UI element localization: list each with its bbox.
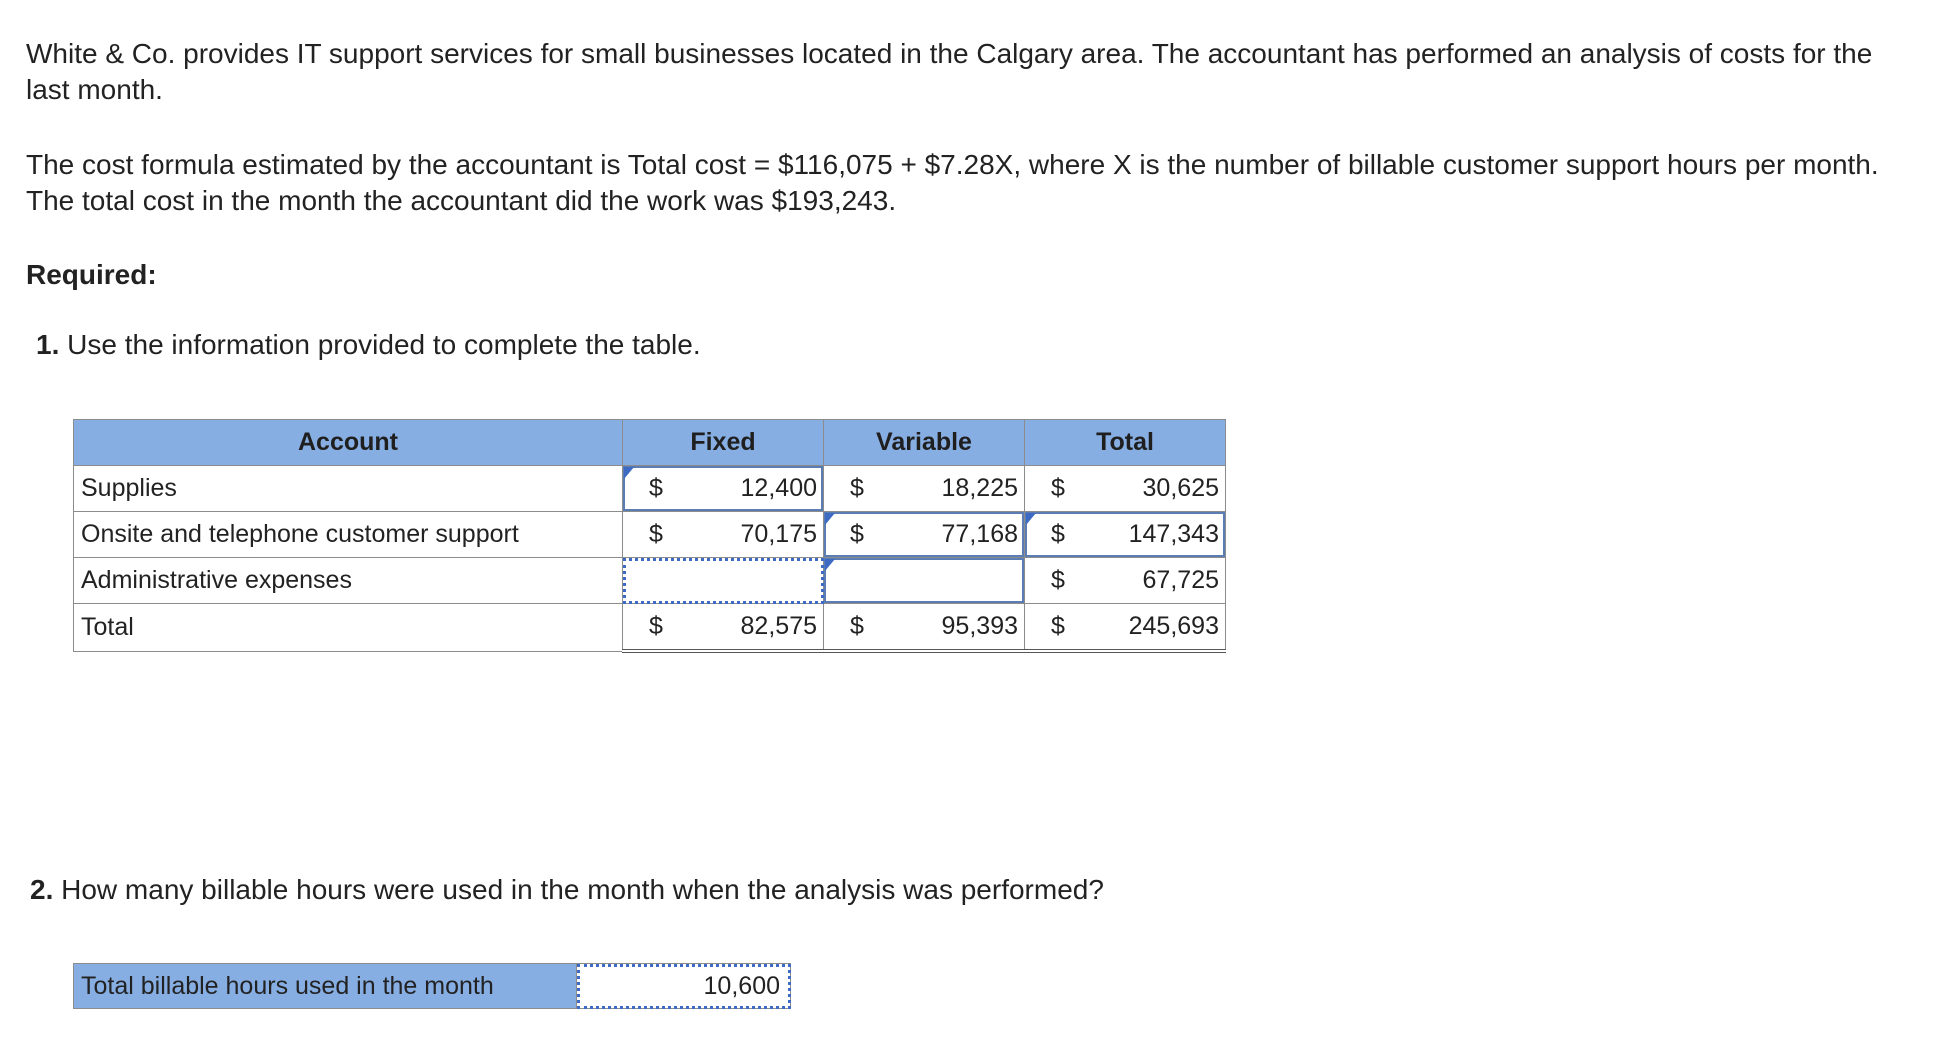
supplies-total-value: 30,625 — [1142, 474, 1219, 502]
onsite-variable-input[interactable]: $77,168 — [823, 511, 1025, 558]
admin-fixed-input[interactable] — [622, 557, 824, 604]
onsite-total-value: 147,343 — [1128, 520, 1219, 548]
billable-hours-input[interactable]: 10,600 — [576, 963, 791, 1009]
question-2-number: 2. — [30, 874, 54, 905]
onsite-fixed-value: 70,175 — [740, 520, 817, 548]
total-variable-cell: $95,393 — [823, 603, 1025, 653]
table-row-total: Total $82,575 $95,393 $245,693 — [73, 603, 1226, 653]
total-fixed-value: 82,575 — [740, 612, 817, 640]
question-2-text: How many billable hours were used in the… — [61, 874, 1104, 905]
account-cell: Administrative expenses — [73, 557, 623, 604]
question-1-number: 1. — [36, 329, 60, 360]
header-total: Total — [1024, 419, 1226, 466]
onsite-total-input[interactable]: $147,343 — [1024, 511, 1226, 558]
formula-paragraph: The cost formula estimated by the accoun… — [26, 149, 1879, 216]
currency-symbol: $ — [1051, 520, 1065, 548]
question-1-text: Use the information provided to complete… — [67, 329, 701, 360]
admin-total-cell: $67,725 — [1024, 557, 1226, 604]
currency-symbol: $ — [1051, 566, 1065, 594]
currency-symbol: $ — [649, 474, 663, 502]
account-cell: Onsite and telephone customer support — [73, 511, 623, 558]
admin-total-value: 67,725 — [1142, 566, 1219, 594]
admin-variable-input[interactable] — [823, 557, 1025, 604]
total-total-cell: $245,693 — [1024, 603, 1226, 653]
header-account: Account — [73, 419, 623, 466]
currency-symbol: $ — [850, 474, 864, 502]
required-heading: Required: — [26, 259, 157, 290]
cost-table: Account Fixed Variable Total Supplies $1… — [73, 419, 1226, 653]
intro-paragraph: White & Co. provides IT support services… — [26, 38, 1873, 105]
flag-marker-icon — [825, 559, 835, 571]
currency-symbol: $ — [1051, 474, 1065, 502]
supplies-total-cell: $30,625 — [1024, 465, 1226, 512]
supplies-fixed-value: 12,400 — [740, 474, 817, 502]
currency-symbol: $ — [850, 520, 864, 548]
total-variable-value: 95,393 — [941, 612, 1018, 640]
currency-symbol: $ — [649, 520, 663, 548]
hours-table: Total billable hours used in the month 1… — [73, 963, 791, 1009]
supplies-fixed-input[interactable]: $12,400 — [622, 465, 824, 512]
flag-marker-icon — [825, 513, 835, 525]
supplies-variable-cell: $18,225 — [823, 465, 1025, 512]
currency-symbol: $ — [649, 612, 663, 640]
cost-table-header: Account Fixed Variable Total — [73, 419, 1226, 466]
table-row-onsite-support: Onsite and telephone customer support $7… — [73, 511, 1226, 558]
header-fixed: Fixed — [622, 419, 824, 466]
table-row-administrative: Administrative expenses $67,725 — [73, 557, 1226, 604]
onsite-variable-value: 77,168 — [941, 520, 1018, 548]
question-2: 2. How many billable hours were used in … — [30, 872, 1910, 908]
hours-row: Total billable hours used in the month 1… — [73, 963, 791, 1009]
flag-marker-icon — [1026, 513, 1036, 525]
onsite-fixed-cell: $70,175 — [622, 511, 824, 558]
supplies-variable-value: 18,225 — [941, 474, 1018, 502]
header-variable: Variable — [823, 419, 1025, 466]
account-cell: Total — [73, 603, 623, 652]
hours-label: Total billable hours used in the month — [73, 963, 577, 1009]
total-total-value: 245,693 — [1128, 612, 1219, 640]
question-1: 1. Use the information provided to compl… — [36, 327, 1916, 363]
table-row-supplies: Supplies $12,400 $18,225 $30,625 — [73, 465, 1226, 512]
flag-marker-icon — [624, 467, 634, 479]
currency-symbol: $ — [850, 612, 864, 640]
currency-symbol: $ — [1051, 612, 1065, 640]
account-cell: Supplies — [73, 465, 623, 512]
total-fixed-cell: $82,575 — [622, 603, 824, 653]
